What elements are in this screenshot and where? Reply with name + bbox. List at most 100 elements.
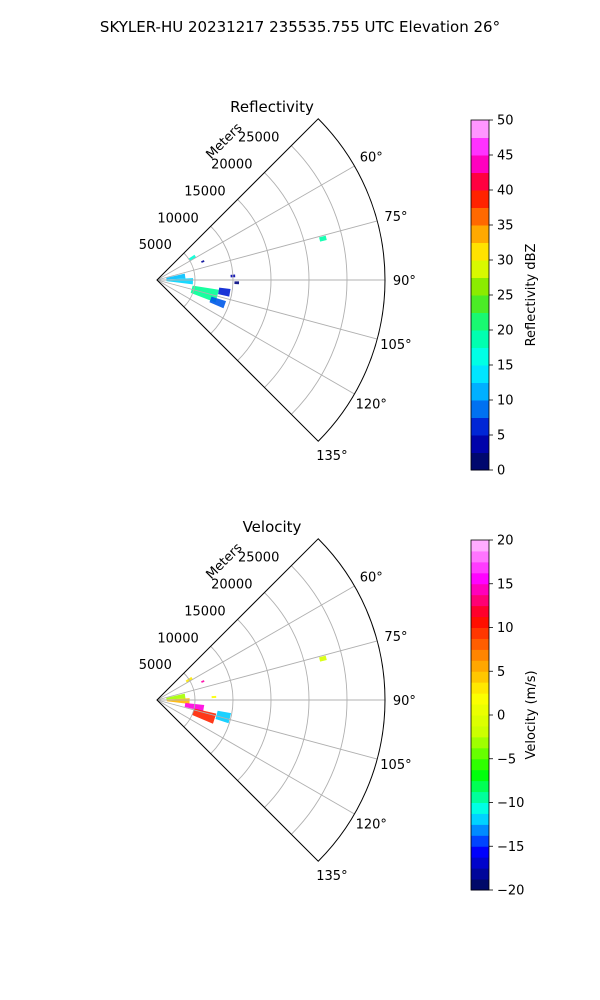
- colorbar-band: [471, 857, 489, 869]
- colorbar-tick-label: −20: [497, 884, 524, 899]
- angle-tick-label: 135°: [316, 449, 347, 464]
- colorbar-tick-label: 5: [497, 665, 505, 680]
- colorbar-band: [471, 155, 489, 173]
- colorbar-band: [471, 682, 489, 694]
- colorbar-band: [471, 649, 489, 661]
- colorbar-band: [471, 725, 489, 738]
- angle-tick-label: 75°: [384, 210, 407, 225]
- reflectivity-panel: Reflectivity500010000150002000025000Mete…: [139, 98, 539, 479]
- colorbar-band: [471, 540, 489, 552]
- colorbar-band: [471, 277, 489, 296]
- azimuth-spoke: [156, 279, 355, 395]
- colorbar-tick-label: 40: [497, 184, 514, 199]
- echo-cell-2: [319, 655, 327, 662]
- colorbar-tick-label: 5: [497, 429, 505, 444]
- colorbar-band: [471, 417, 489, 436]
- colorbar-tick-label: −15: [497, 840, 524, 855]
- echo-cell-8: [209, 296, 227, 309]
- radial-tick-label: 20000: [211, 158, 252, 173]
- angle-tick-label: 135°: [316, 869, 347, 884]
- colorbar-tick-label: 15: [497, 577, 514, 592]
- echo-cell-7: [191, 708, 217, 724]
- angle-tick-label: 90°: [393, 694, 416, 709]
- angle-tick-label: 105°: [380, 338, 411, 353]
- colorbar-tick-label: 0: [497, 464, 505, 479]
- colorbar-band: [471, 660, 489, 672]
- colorbar: −20 −15 −10 −5 0 5 10 15 20 Velocity (m/s): [470, 534, 539, 899]
- colorbar-tick-label: −5: [497, 752, 516, 767]
- echo-cell-1: [201, 680, 205, 683]
- colorbar-band: [471, 550, 489, 563]
- colorbar-band: [471, 879, 489, 891]
- echo-cell-2: [319, 235, 327, 242]
- radial-tick-label: 25000: [238, 131, 279, 146]
- radial-tick-label: 10000: [157, 211, 198, 226]
- azimuth-spoke: [156, 699, 378, 760]
- colorbar-band: [471, 704, 489, 716]
- colorbar-tick-label: 0: [497, 709, 505, 724]
- colorbar-band: [471, 365, 489, 383]
- colorbar-band: [471, 190, 489, 208]
- colorbar-label: Reflectivity dBZ: [524, 244, 539, 347]
- colorbar-band: [471, 347, 489, 366]
- angle-tick-label: 90°: [393, 274, 416, 289]
- colorbar-band: [471, 605, 489, 618]
- colorbar-band: [471, 242, 489, 261]
- colorbar-band: [471, 769, 489, 782]
- colorbar-tick-label: 20: [497, 534, 514, 549]
- colorbar-tick-label: −10: [497, 796, 524, 811]
- figure-title: SKYLER-HU 20231217 235535.755 UTC Elevat…: [100, 18, 500, 36]
- panel-title: Reflectivity: [230, 98, 314, 116]
- colorbar-band: [471, 780, 489, 793]
- echo-cell-5: [166, 273, 186, 280]
- colorbar-band: [471, 382, 489, 401]
- colorbar-band: [471, 452, 489, 471]
- echo-cell-9: [218, 287, 231, 297]
- angle-tick-label: 120°: [356, 818, 387, 833]
- colorbar-tick-label: 15: [497, 359, 514, 374]
- radial-tick-label: 15000: [184, 184, 225, 199]
- radial-tick-label: 5000: [139, 658, 172, 673]
- colorbar-band: [471, 802, 489, 814]
- colorbar-band: [471, 207, 489, 226]
- azimuth-spoke: [156, 585, 355, 701]
- sector-frame: [156, 118, 386, 442]
- echo-cell-8: [215, 710, 232, 724]
- radial-tick-label: 10000: [157, 631, 198, 646]
- colorbar-band: [471, 330, 489, 348]
- angle-tick-label: 105°: [380, 758, 411, 773]
- colorbar-band: [471, 594, 489, 607]
- echo-cell-4: [234, 281, 240, 285]
- colorbar-band: [471, 137, 489, 156]
- colorbar-tick-label: 30: [497, 254, 514, 269]
- colorbar-band: [471, 747, 489, 760]
- echo-cell-3: [211, 695, 217, 699]
- angle-tick-label: 60°: [360, 570, 383, 585]
- colorbar-tick-label: 35: [497, 219, 514, 234]
- colorbar-band: [471, 824, 489, 836]
- colorbar-band: [471, 868, 489, 880]
- colorbar-label: Velocity (m/s): [524, 670, 539, 759]
- colorbar-band: [471, 120, 489, 138]
- colorbar-band: [471, 172, 489, 191]
- radial-tick-label: 20000: [211, 578, 252, 593]
- colorbar-band: [471, 572, 489, 585]
- radial-tick-label: 25000: [238, 551, 279, 566]
- colorbar-band: [471, 616, 489, 628]
- colorbar-band: [471, 260, 489, 278]
- azimuth-spoke: [156, 279, 378, 340]
- colorbar-band: [471, 813, 489, 825]
- colorbar-band: [471, 295, 489, 313]
- echo-layer: [166, 655, 327, 724]
- colorbar: 0 5 10 15 20 25 30 35 40 45 50 Reflectivity dBZ: [470, 114, 539, 479]
- angle-tick-label: 75°: [384, 630, 407, 645]
- colorbar-band: [471, 583, 489, 596]
- colorbar-band: [471, 693, 489, 705]
- colorbar-band: [471, 638, 489, 650]
- azimuth-spoke: [156, 699, 355, 815]
- azimuth-spoke: [156, 220, 378, 281]
- colorbar-tick-label: 25: [497, 289, 514, 304]
- panel-title: Velocity: [243, 518, 302, 536]
